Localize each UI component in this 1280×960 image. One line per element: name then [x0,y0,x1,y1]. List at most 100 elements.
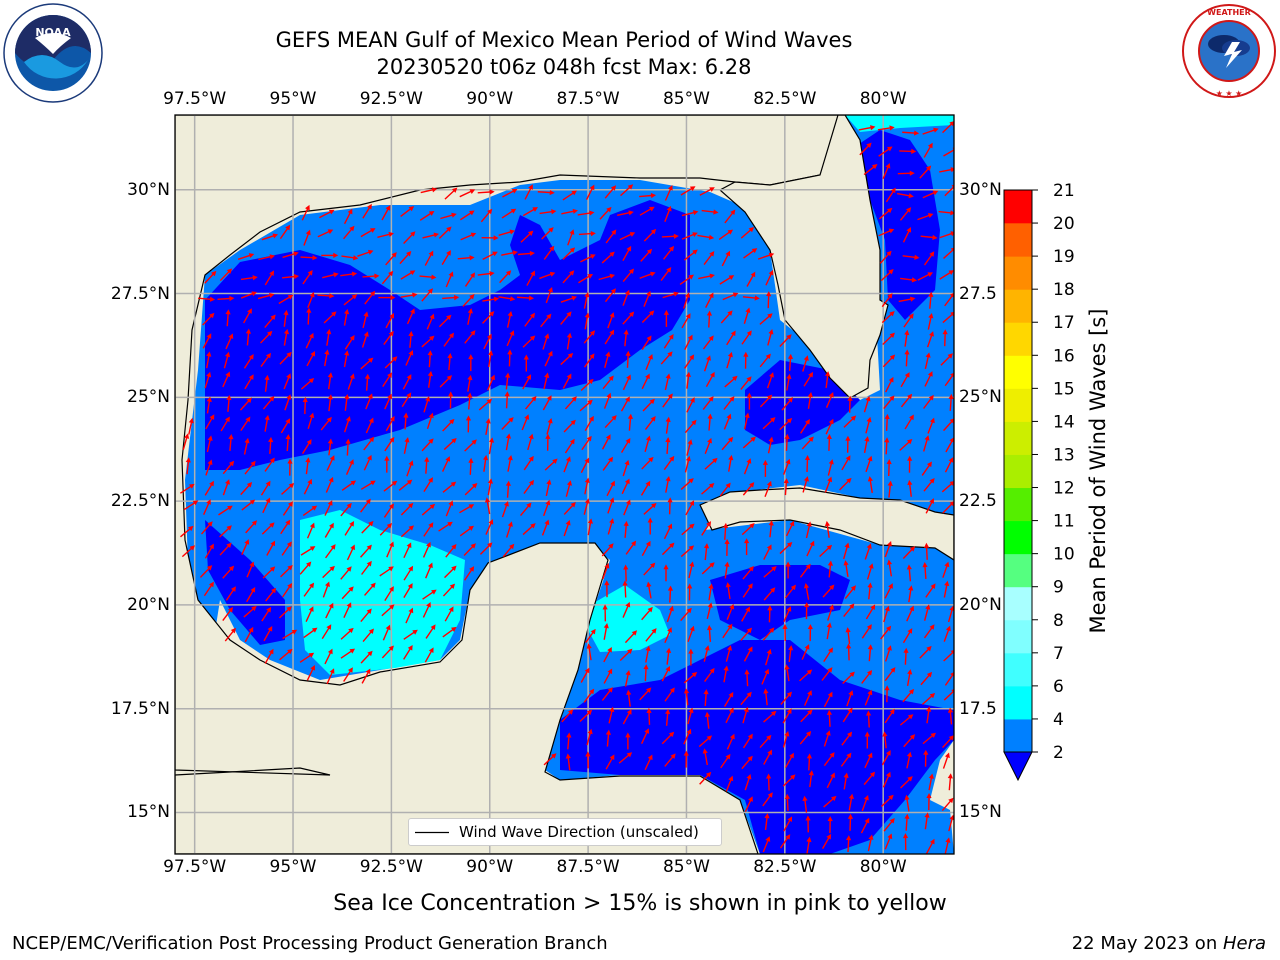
wave-arrow [484,497,491,515]
wave-arrow [457,255,475,261]
wave-arrow [660,351,673,365]
wave-arrow [663,245,675,260]
wave-arrow [884,833,893,850]
wave-arrow [742,566,754,580]
wave-arrow [662,291,679,299]
wave-arrow [779,541,793,555]
wave-arrow [740,627,753,641]
wave-arrow [718,229,734,240]
wave-arrow [923,251,935,266]
wave-arrow [883,605,890,623]
wave-arrow [680,607,692,622]
footer-date-text: 22 May 2023 on [1071,933,1223,954]
wave-arrow [467,374,473,392]
wave-arrow [361,520,374,534]
wave-arrow [580,378,594,391]
wave-arrow [378,295,396,301]
wave-arrow [361,668,371,684]
wave-arrow [501,500,509,518]
colorbar-tick-label: 16 [1053,346,1075,366]
wave-arrow [643,290,651,307]
wave-arrow [384,455,390,473]
wave-arrow [779,834,791,849]
wave-arrow [728,454,734,472]
lat-label-right: 27.5 [959,283,997,304]
wave-arrow [205,459,213,476]
lat-label-left: 17.5°N [110,698,170,719]
legend-label: Wind Wave Direction (unscaled) [459,823,699,841]
wave-arrow [423,477,433,492]
wave-arrow [720,753,731,769]
wave-arrow [623,329,629,347]
lon-label-top: 80°W [859,89,907,109]
wave-arrow [917,213,934,221]
wave-arrow [685,371,691,389]
wave-arrow [346,544,355,561]
wave-arrow [260,480,271,496]
wave-arrow [487,374,495,391]
wave-arrow [886,459,892,477]
wave-arrow [845,627,851,645]
wave-arrow [545,433,551,451]
wave-arrow [263,626,273,642]
wave-arrow [563,502,576,515]
wave-arrow [384,586,394,601]
wave-arrow [243,437,250,455]
wave-arrow [382,624,391,641]
wave-arrow [927,312,934,330]
colorbar-segment [1004,718,1032,753]
wave-arrow [767,329,774,346]
wave-arrow [343,667,353,682]
wave-arrow [381,604,395,617]
wave-arrow [360,650,373,664]
wave-arrow [942,561,950,578]
wave-arrow [444,565,457,579]
sea-ice-note: Sea Ice Concentration > 15% is shown in … [333,891,947,916]
wave-arrow [203,581,214,597]
wave-arrow [199,565,213,578]
wave-arrow [684,419,697,434]
colorbar-tick-label: 7 [1053,644,1064,664]
wave-arrow [467,308,473,325]
wave-arrow [324,648,333,665]
wave-arrow [865,604,876,620]
wave-arrow [880,625,892,640]
wave-arrow [742,482,755,496]
wave-arrow [326,328,332,346]
wave-arrow [643,502,657,515]
wave-arrow [501,417,514,430]
wave-arrow [322,581,330,598]
wave-arrow [583,330,596,344]
wave-arrow [664,753,676,767]
wave-arrow [527,433,534,451]
wave-arrow [919,165,932,179]
lon-label-bottom: 82.5°W [753,857,817,877]
wave-arrow [343,225,355,240]
wave-arrow [299,561,312,575]
colorbar-segment [1004,256,1032,290]
wave-arrow [584,477,590,495]
colorbar-tick-label: 17 [1053,313,1075,333]
wave-arrow [282,629,298,640]
wave-arrow [224,627,236,642]
wave-arrow [622,268,635,282]
wave-arrow [563,456,571,473]
colorbar-tick-label: 8 [1053,611,1064,631]
wave-arrow [319,209,335,219]
wave-arrow [400,292,418,298]
wave-arrow [646,707,652,725]
wave-arrow [741,330,752,345]
wave-arrow [939,270,954,280]
wave-arrow [620,184,634,197]
wave-arrow [403,542,412,559]
wave-arrow [743,646,753,662]
wave-arrow [666,605,674,623]
wave-arrow [848,793,854,811]
wave-arrow [526,270,535,286]
wave-arrow [564,438,575,454]
wave-arrow [583,688,595,703]
wave-arrow [499,270,512,284]
wave-arrow [241,499,256,511]
wave-arrow [421,438,434,452]
lon-label-bottom: 92.5°W [359,857,423,877]
